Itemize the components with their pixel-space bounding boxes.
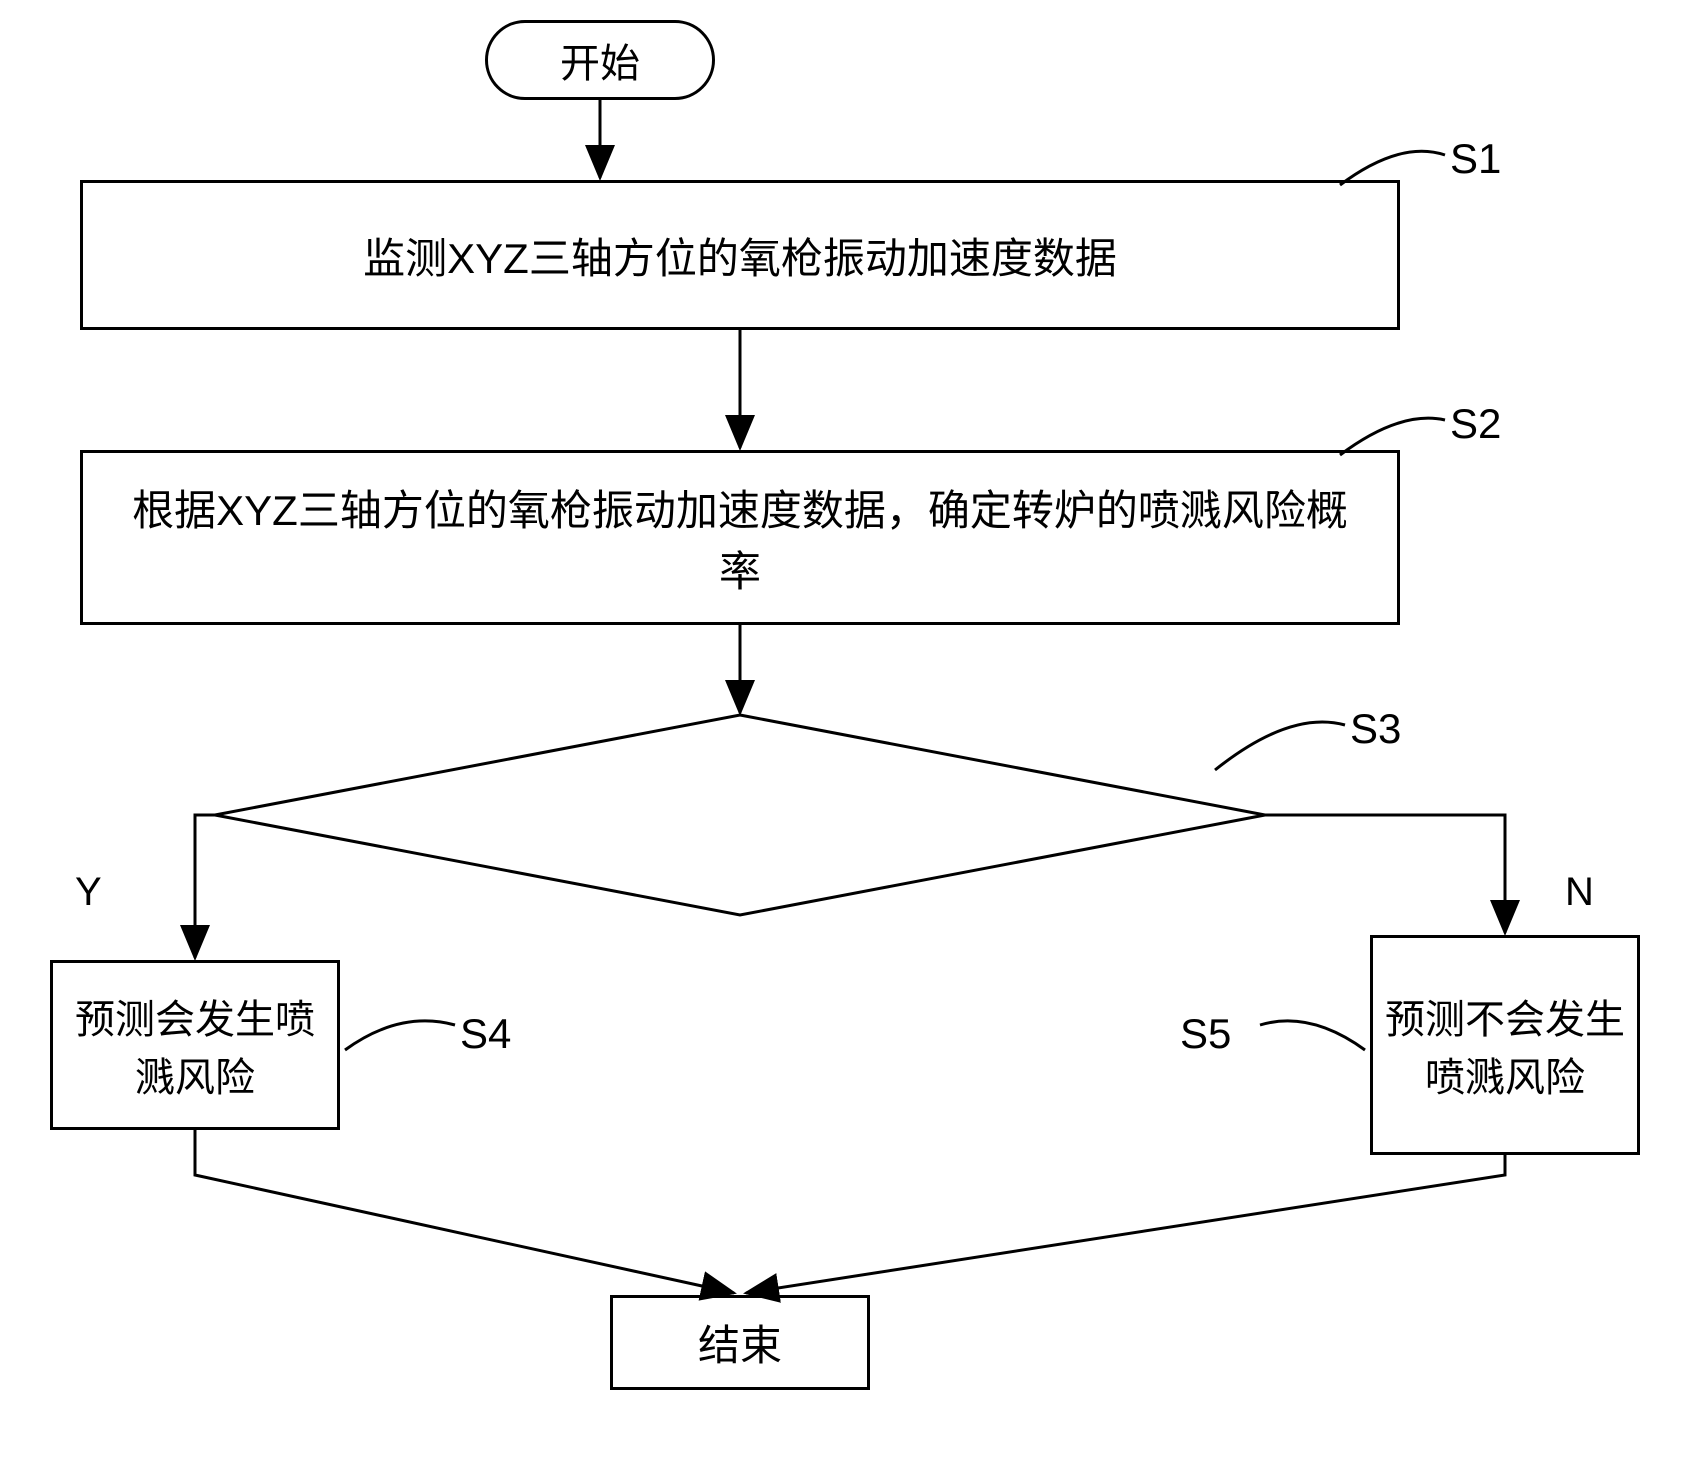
s2-text: 根据XYZ三轴方位的氧枪振动加速度数据，确定转炉的喷溅风险概率 bbox=[123, 477, 1357, 599]
s4-callout bbox=[345, 1021, 455, 1050]
s2-label: S2 bbox=[1450, 400, 1501, 448]
arrow-s4-end bbox=[195, 1130, 734, 1293]
branch-n-text: N bbox=[1565, 870, 1594, 914]
branch-n: N bbox=[1565, 870, 1594, 915]
s5-text: 预测不会发生喷溅风险 bbox=[1383, 987, 1627, 1103]
start-text: 开始 bbox=[560, 31, 640, 89]
s5-node: 预测不会发生喷溅风险 bbox=[1370, 935, 1640, 1155]
s1-label-text: S1 bbox=[1450, 135, 1501, 182]
s5-callout bbox=[1260, 1021, 1365, 1050]
s4-text: 预测会发生喷溅风险 bbox=[63, 987, 327, 1103]
end-node: 结束 bbox=[610, 1295, 870, 1390]
s3-label: S3 bbox=[1350, 705, 1401, 753]
s3-text-container: 判断喷溅风险概率，是否大于设定阈值 bbox=[265, 792, 1215, 853]
end-text: 结束 bbox=[698, 1312, 782, 1373]
s3-callout bbox=[1215, 722, 1345, 770]
branch-y-text: Y bbox=[75, 870, 102, 914]
s3-label-text: S3 bbox=[1350, 705, 1401, 752]
branch-y: Y bbox=[75, 870, 102, 915]
s1-text: 监测XYZ三轴方位的氧枪振动加速度数据 bbox=[363, 225, 1117, 286]
s5-label: S5 bbox=[1180, 1010, 1231, 1058]
start-node: 开始 bbox=[485, 20, 715, 100]
s1-label: S1 bbox=[1450, 135, 1501, 183]
arrow-s5-end bbox=[746, 1155, 1505, 1293]
s2-node: 根据XYZ三轴方位的氧枪振动加速度数据，确定转炉的喷溅风险概率 bbox=[80, 450, 1400, 625]
s4-node: 预测会发生喷溅风险 bbox=[50, 960, 340, 1130]
arrow-s3-s4 bbox=[195, 815, 215, 958]
s5-label-text: S5 bbox=[1180, 1010, 1231, 1057]
arrow-s3-s5 bbox=[1265, 815, 1505, 933]
s3-text: 判断喷溅风险概率，是否大于设定阈值 bbox=[383, 802, 1097, 849]
s2-label-text: S2 bbox=[1450, 400, 1501, 447]
s1-node: 监测XYZ三轴方位的氧枪振动加速度数据 bbox=[80, 180, 1400, 330]
s4-label-text: S4 bbox=[460, 1010, 511, 1057]
s4-label: S4 bbox=[460, 1010, 511, 1058]
